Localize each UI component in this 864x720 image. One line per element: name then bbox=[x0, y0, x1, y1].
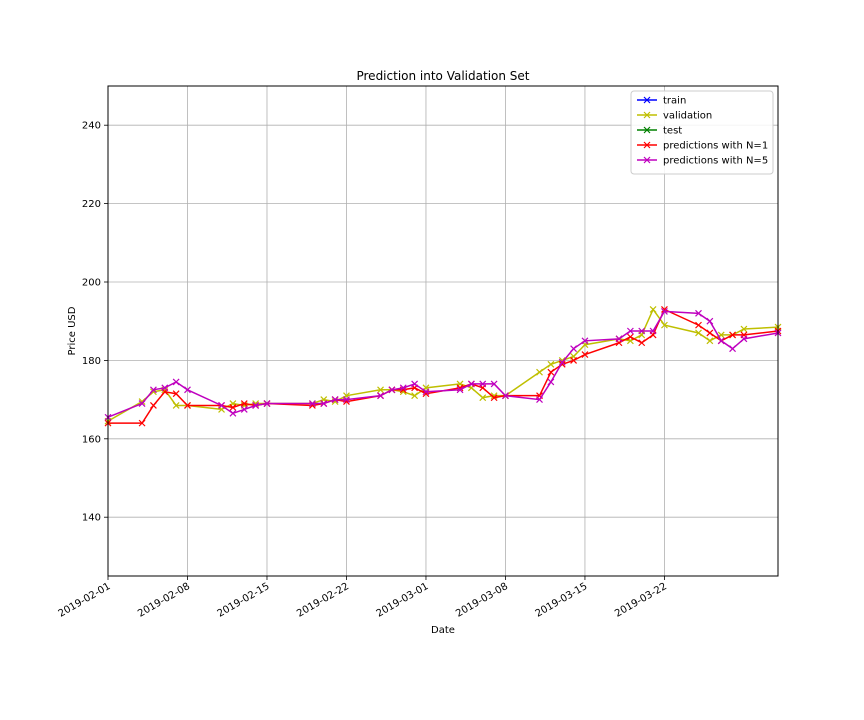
y-tick-label: 160 bbox=[82, 434, 101, 445]
data-point-marker bbox=[547, 360, 555, 368]
data-point-marker bbox=[263, 400, 271, 407]
data-point-marker bbox=[218, 402, 225, 409]
data-point-marker bbox=[547, 378, 555, 386]
data-point-marker bbox=[240, 400, 248, 407]
y-axis: 140 160 180 200 220 240 bbox=[82, 121, 108, 524]
data-point-marker bbox=[229, 404, 237, 411]
data-point-marker bbox=[502, 392, 509, 400]
y-tick-label: 140 bbox=[82, 513, 101, 524]
data-point-marker bbox=[320, 400, 328, 407]
data-point-marker bbox=[661, 321, 668, 329]
data-point-marker bbox=[252, 402, 260, 409]
data-point-marker bbox=[558, 358, 566, 366]
legend-label: test bbox=[663, 126, 682, 137]
data-point-marker bbox=[172, 390, 180, 398]
data-point-marker bbox=[706, 329, 714, 337]
data-point-marker bbox=[695, 329, 702, 337]
data-point-marker bbox=[547, 368, 555, 376]
legend-marker bbox=[643, 126, 651, 134]
legend: train validation test predictions with N=1 p… bbox=[630, 90, 774, 175]
data-point-marker bbox=[479, 394, 487, 402]
data-point-marker bbox=[411, 392, 419, 400]
data-point-marker bbox=[308, 400, 316, 407]
data-point-marker bbox=[229, 409, 237, 417]
data-point-marker bbox=[388, 386, 396, 394]
data-point-marker bbox=[399, 384, 407, 392]
data-point-marker bbox=[570, 345, 578, 353]
plot-frame bbox=[107, 85, 779, 577]
data-point-marker bbox=[536, 396, 543, 404]
data-point-marker bbox=[570, 356, 578, 364]
data-point-marker bbox=[536, 368, 543, 376]
data-point-marker bbox=[706, 317, 714, 325]
legend-label: validation bbox=[663, 111, 712, 122]
legend-label: predictions with N=5 bbox=[663, 156, 768, 167]
data-point-marker bbox=[161, 384, 169, 392]
data-point-marker bbox=[729, 345, 737, 353]
data-point-marker bbox=[706, 337, 714, 345]
data-point-marker bbox=[184, 386, 191, 394]
data-point-marker bbox=[581, 351, 589, 358]
data-point-marker bbox=[240, 405, 248, 413]
data-point-marker bbox=[479, 380, 487, 388]
data-point-marker bbox=[649, 306, 657, 313]
legend-marker bbox=[643, 111, 651, 119]
data-point-marker bbox=[172, 402, 180, 409]
series-layer bbox=[104, 306, 782, 427]
data-point-marker bbox=[695, 321, 702, 329]
data-point-marker bbox=[740, 325, 748, 333]
legend-box bbox=[630, 90, 774, 175]
data-point-marker bbox=[649, 327, 657, 335]
legend-marker bbox=[643, 156, 651, 164]
y-tick-label: 180 bbox=[82, 356, 101, 367]
legend-marker bbox=[643, 141, 651, 149]
data-point-marker bbox=[729, 331, 737, 339]
y-tick-label: 200 bbox=[82, 278, 101, 289]
data-point-marker bbox=[184, 402, 191, 409]
data-point-marker bbox=[626, 333, 634, 341]
data-point-marker bbox=[138, 419, 146, 427]
legend-marker bbox=[643, 96, 651, 104]
data-point-marker bbox=[149, 386, 157, 394]
data-point-marker bbox=[377, 386, 384, 394]
data-point-marker bbox=[411, 380, 419, 388]
x-axis-label: Date bbox=[431, 625, 455, 636]
data-point-marker bbox=[343, 396, 350, 404]
data-point-marker bbox=[422, 388, 430, 396]
data-point-marker bbox=[638, 339, 646, 347]
y-tick-label: 240 bbox=[82, 121, 101, 132]
data-point-marker bbox=[467, 380, 475, 388]
data-point-marker bbox=[172, 378, 180, 386]
data-point-marker bbox=[638, 327, 646, 335]
data-point-marker bbox=[149, 402, 157, 409]
data-point-marker bbox=[626, 327, 634, 335]
y-axis-label: Price USD bbox=[67, 306, 78, 355]
data-point-marker bbox=[138, 400, 146, 407]
data-point-marker bbox=[695, 309, 702, 317]
data-point-marker bbox=[331, 396, 339, 404]
y-tick-label: 220 bbox=[82, 199, 101, 210]
data-point-marker bbox=[581, 337, 589, 345]
chart-title: Prediction into Validation Set bbox=[356, 69, 529, 83]
data-point-marker bbox=[490, 394, 498, 402]
data-point-marker bbox=[377, 392, 384, 400]
legend-label: train bbox=[663, 96, 686, 107]
data-point-marker bbox=[717, 337, 725, 345]
data-point-marker bbox=[456, 386, 464, 394]
legend-label: predictions with N=1 bbox=[663, 141, 768, 152]
data-point-marker bbox=[740, 335, 748, 343]
data-point-marker bbox=[615, 335, 623, 343]
data-point-marker bbox=[490, 380, 498, 388]
data-point-marker bbox=[661, 307, 668, 315]
